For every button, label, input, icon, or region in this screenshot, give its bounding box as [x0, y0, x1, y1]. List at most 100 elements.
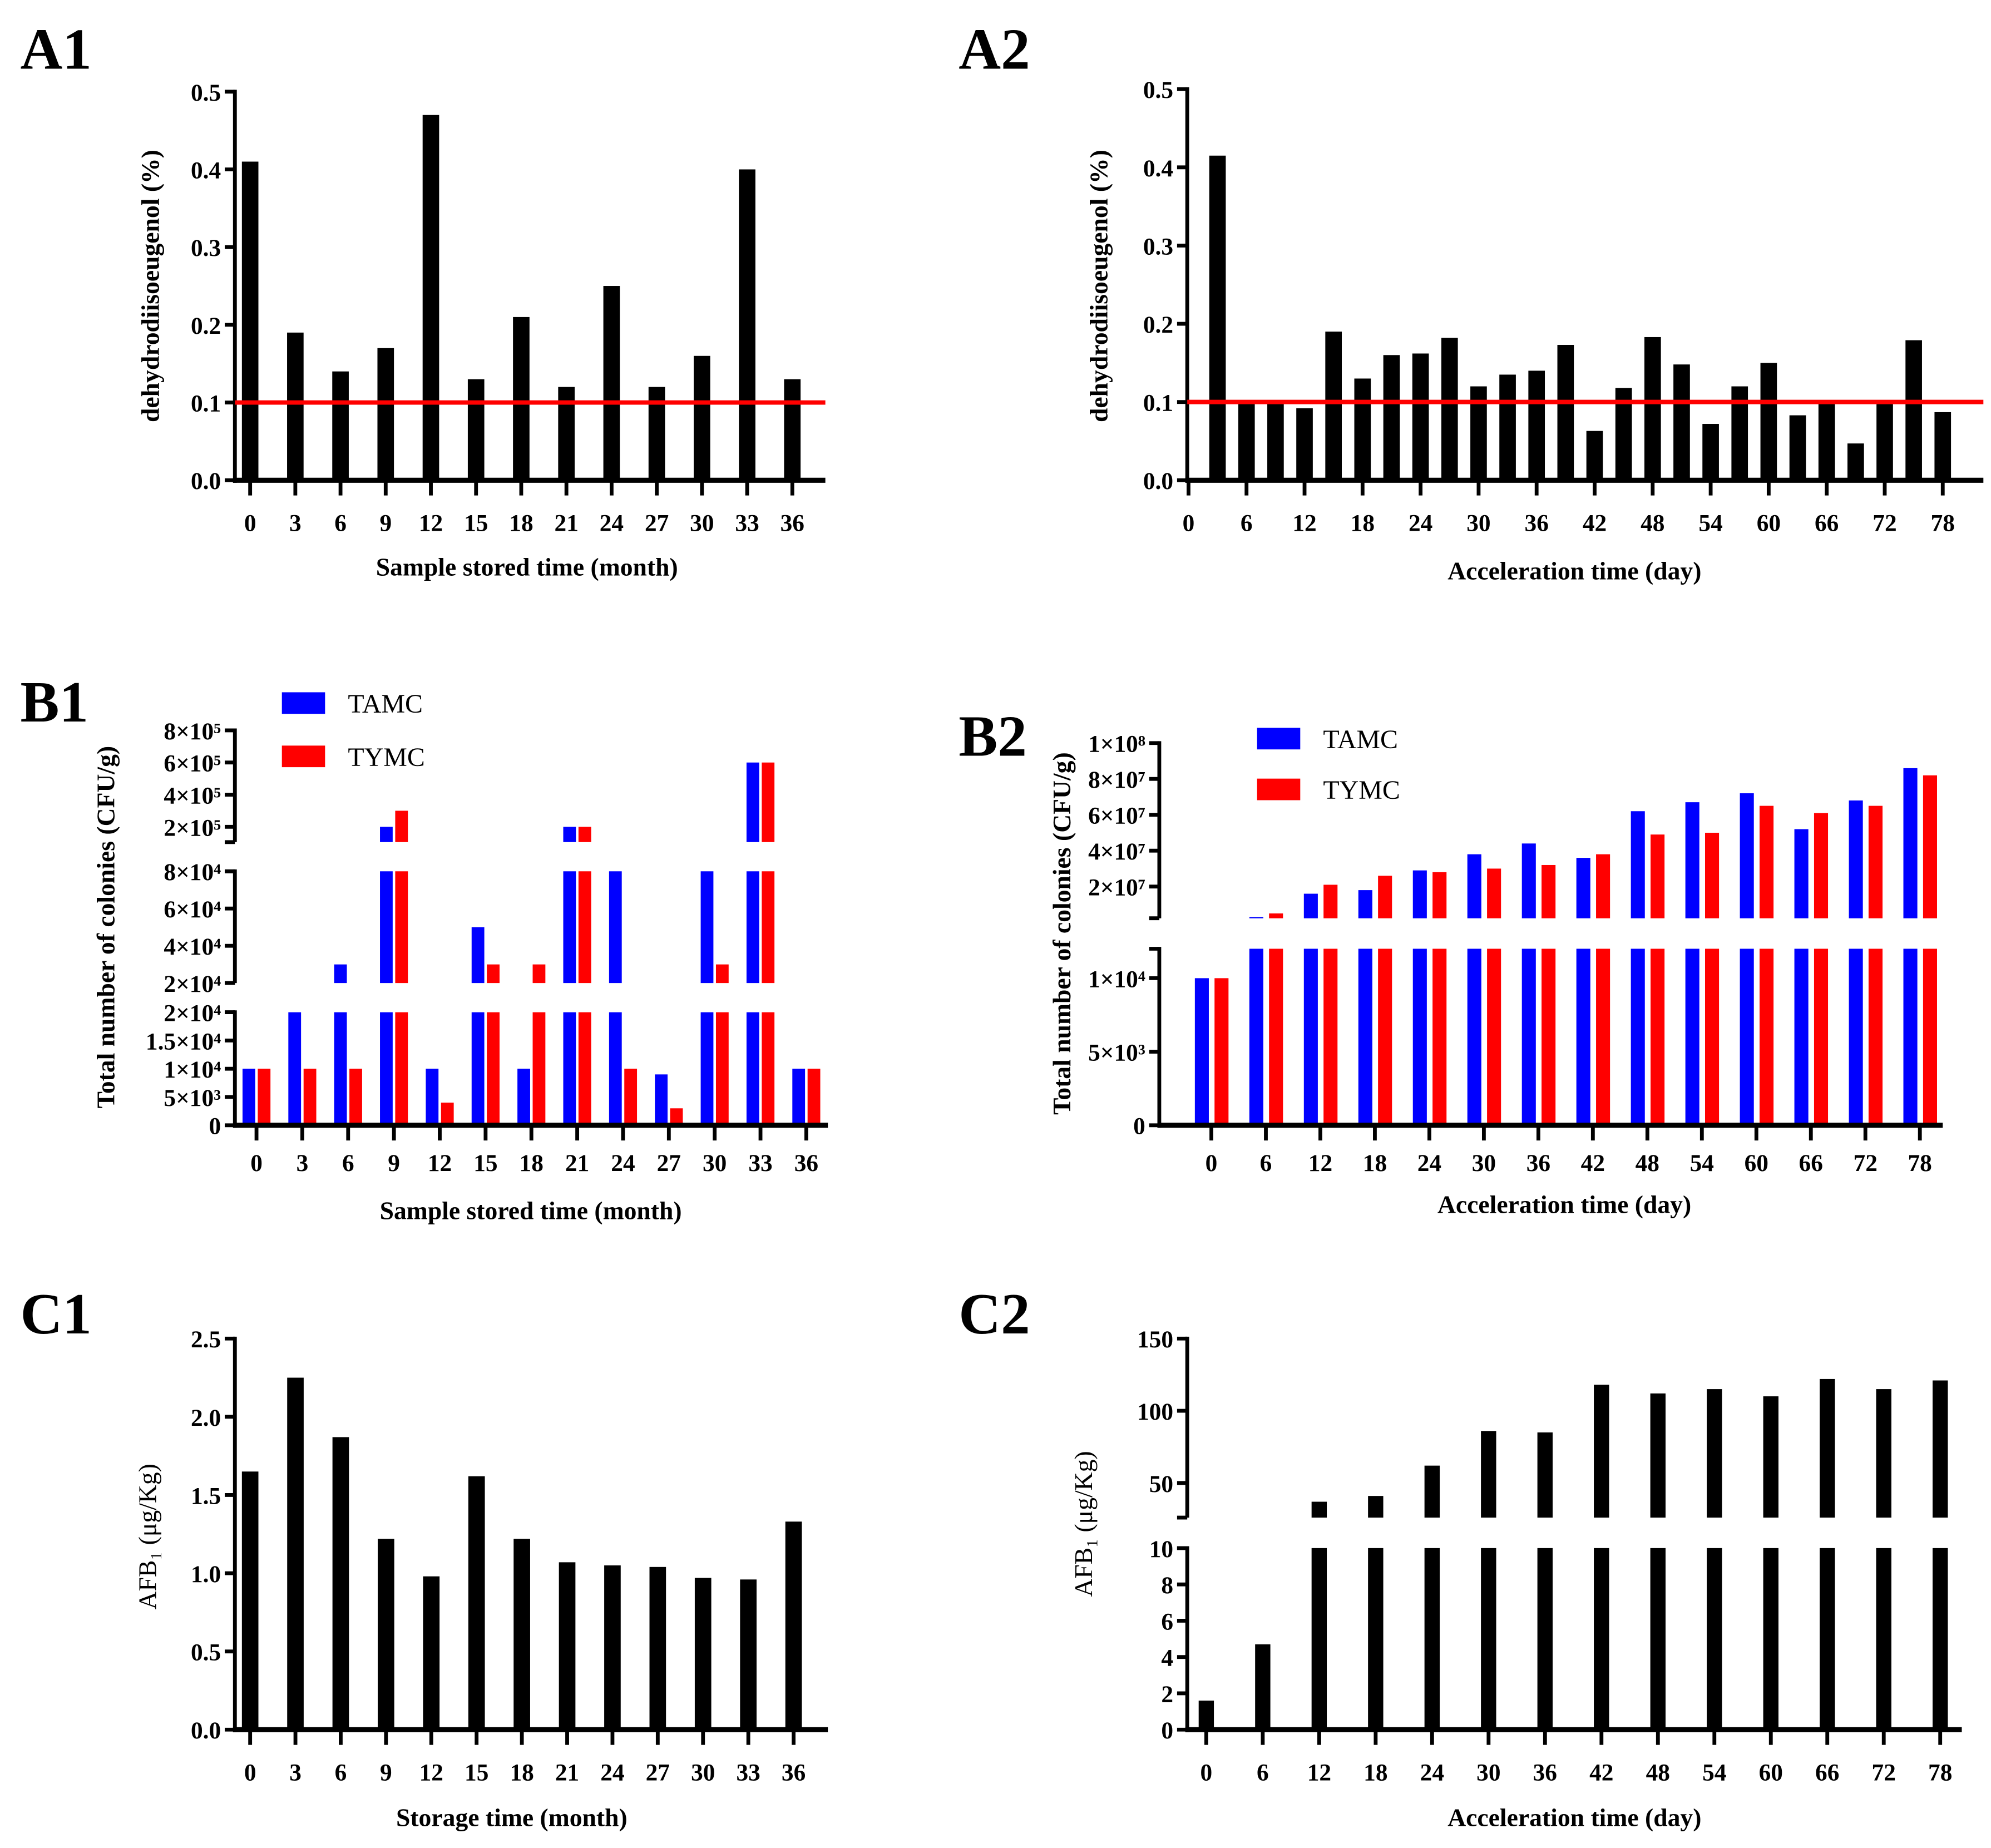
x-tick-label: 30: [690, 510, 714, 537]
y-tick-label: 2×10⁴: [164, 1000, 221, 1027]
x-tick-label: 48: [1646, 1760, 1670, 1786]
bar-tamc: [1303, 948, 1318, 1125]
bar-tymc: [1651, 948, 1665, 1125]
y-tick-label: 4: [1161, 1645, 1173, 1672]
bar-tamc: [1412, 948, 1427, 1125]
bar-tymc: [578, 827, 591, 842]
bar-tamc: [1849, 800, 1863, 918]
bar-tamc: [700, 1012, 714, 1125]
bar-afb1: [1820, 1378, 1835, 1518]
x-tick-label: 21: [555, 1760, 579, 1786]
y-tick-label: 1×10⁴: [1088, 966, 1145, 992]
bar-dehydrodiisoeugenol: [603, 286, 620, 481]
x-tick-label: 42: [1581, 1150, 1605, 1177]
bar-tamc: [563, 871, 576, 984]
bar-tymc: [349, 1069, 362, 1125]
y-tick-label: 1.5: [191, 1483, 221, 1509]
bar-afb1: [1311, 1501, 1327, 1518]
bar-dehydrodiisoeugenol: [1673, 364, 1690, 481]
bar-dehydrodiisoeugenol: [694, 355, 710, 481]
bar-dehydrodiisoeugenol: [1644, 337, 1661, 481]
bar-afb1: [604, 1565, 621, 1730]
y-tick-label: 2: [1161, 1681, 1173, 1708]
panel-c1: C10.00.51.01.52.02.50 3 6 9 12 15 18 21 24 27 30 33…: [21, 1281, 828, 1832]
bar-tymc: [1542, 864, 1556, 918]
bar-dehydrodiisoeugenol: [1325, 332, 1342, 481]
bar-tymc: [578, 1012, 591, 1125]
bar-tamc: [1521, 948, 1536, 1125]
y-tick-label: 0.5: [191, 1639, 221, 1666]
x-tick-label: 30: [1472, 1150, 1496, 1177]
y-tick-label: 6: [1161, 1608, 1173, 1635]
bar-afb1: [1594, 1385, 1609, 1518]
bar-dehydrodiisoeugenol: [1557, 345, 1574, 481]
y-axis-title: Total number of colonies (CFU/g): [1048, 752, 1076, 1115]
bar-tymc: [1269, 913, 1283, 918]
x-tick-label: 54: [1690, 1150, 1714, 1177]
x-tick-label: 18: [1363, 1150, 1387, 1177]
bar-tamc: [1740, 793, 1754, 918]
bar-afb1: [1933, 1548, 1948, 1730]
bar-afb1: [1537, 1548, 1553, 1730]
y-tick-label: 150: [1137, 1326, 1173, 1353]
bar-tymc: [1868, 948, 1883, 1125]
bar-tamc: [242, 1069, 255, 1125]
bar-tymc: [1542, 948, 1556, 1125]
x-tick-label: 36: [1533, 1760, 1557, 1786]
bar-tamc: [609, 871, 622, 984]
bar-tamc: [563, 1012, 576, 1125]
x-tick-label: 18: [510, 1760, 533, 1786]
y-tick-label: 2.5: [191, 1326, 221, 1353]
bar-tymc: [303, 1069, 317, 1125]
bar-tymc: [395, 811, 408, 842]
y-tick-label: 2×10⁵: [164, 814, 221, 841]
x-tick-label: 15: [465, 1760, 488, 1786]
x-tick-label: 36: [794, 1150, 818, 1177]
bar-tamc: [700, 871, 714, 984]
y-tick-label: 4×10⁵: [164, 782, 221, 809]
bar-afb1: [1820, 1548, 1835, 1730]
x-tick-label: 72: [1873, 510, 1896, 537]
panel-label: B1: [21, 669, 89, 734]
x-tick-label: 72: [1872, 1760, 1896, 1786]
x-tick-label: 0: [244, 510, 256, 537]
bar-dehydrodiisoeugenol: [1586, 431, 1603, 481]
legend-label: TYMC: [348, 743, 424, 772]
x-tick-label: 24: [600, 1760, 624, 1786]
bar-tymc: [1923, 775, 1937, 918]
x-tick-label: 24: [1417, 1150, 1441, 1177]
x-axis-title: Sample stored time (month): [376, 552, 678, 581]
x-tick-label: 27: [646, 1760, 670, 1786]
x-tick-label: 0: [244, 1760, 256, 1786]
x-tick-label: 24: [611, 1150, 635, 1177]
bar-afb1: [649, 1567, 666, 1730]
y-tick-label: 0.5: [191, 80, 221, 106]
y-tick-label: 5×10³: [164, 1085, 221, 1111]
bar-tymc: [1487, 868, 1501, 918]
bar-tamc: [1194, 978, 1209, 1125]
bar-afb1: [1537, 1432, 1553, 1518]
y-axis-title: AFB₁ (μg/Kg): [134, 1464, 162, 1609]
bar-afb1: [1255, 1644, 1271, 1730]
y-tick-label: 1.0: [191, 1561, 221, 1588]
x-tick-label: 3: [289, 510, 302, 537]
bar-dehydrodiisoeugenol: [467, 379, 485, 481]
bar-dehydrodiisoeugenol: [1238, 402, 1255, 481]
bar-tymc: [1923, 948, 1937, 1125]
bar-tamc: [1740, 948, 1754, 1125]
bar-tymc: [1432, 872, 1447, 918]
bar-tymc: [1323, 948, 1338, 1125]
y-tick-label: 1×10⁴: [164, 1056, 221, 1083]
bar-tamc: [1358, 890, 1372, 918]
bar-dehydrodiisoeugenol: [1702, 424, 1719, 481]
bar-tymc: [624, 1069, 638, 1125]
bar-tymc: [395, 871, 408, 984]
y-tick-label: 0.4: [1143, 155, 1173, 182]
bar-dehydrodiisoeugenol: [1209, 155, 1226, 481]
y-tick-label: 8×10⁴: [164, 859, 221, 886]
y-tick-label: 50: [1149, 1471, 1173, 1498]
bar-tymc: [1487, 948, 1501, 1125]
bar-tymc: [1432, 948, 1447, 1125]
